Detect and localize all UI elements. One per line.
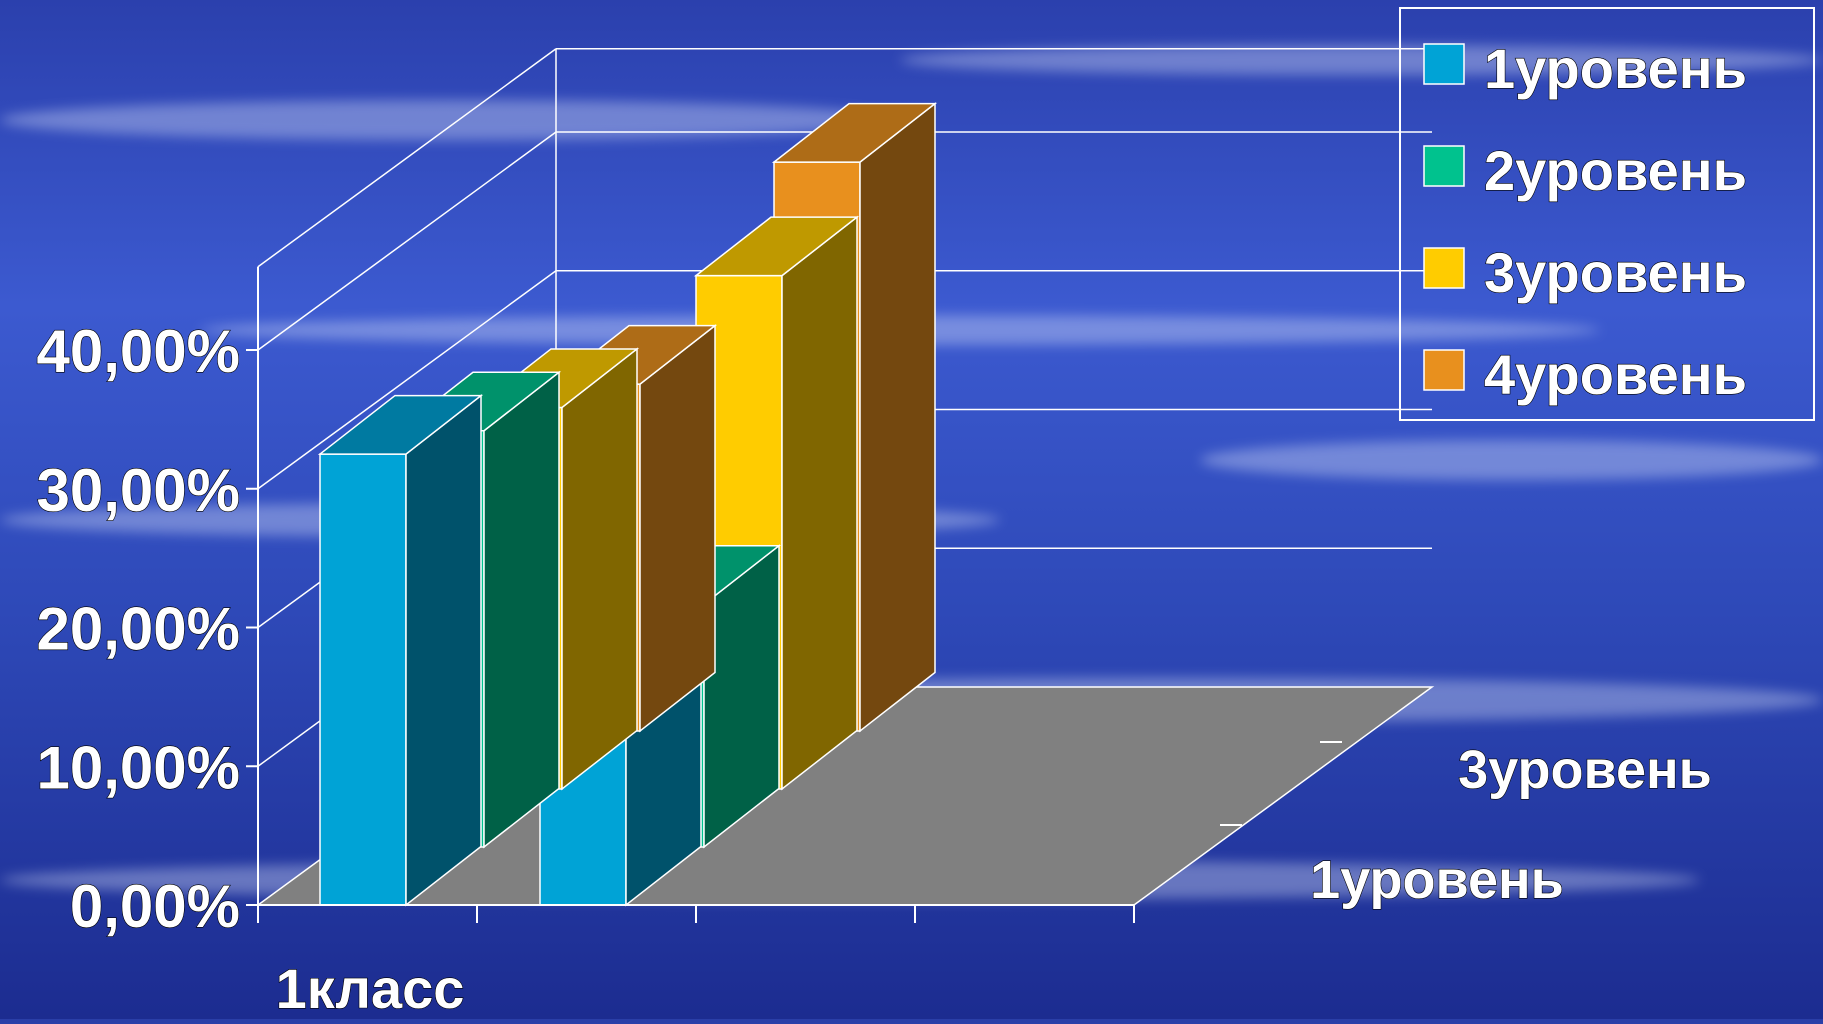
- y-tick-label: 20,00%: [37, 596, 241, 663]
- legend-box: [1399, 7, 1815, 421]
- legend-swatch: [1423, 145, 1465, 187]
- legend-swatch: [1423, 43, 1465, 85]
- bar-side: [639, 324, 716, 733]
- bar-top: [317, 394, 484, 455]
- y-tick-label: 10,00%: [37, 734, 241, 801]
- legend-label: 1уровень: [1484, 37, 1747, 100]
- depth-label: 3уровень: [1458, 740, 1712, 800]
- y-tick-label: 40,00%: [37, 318, 241, 385]
- depth-label: 1уровень: [1310, 850, 1564, 910]
- x-category-label: 1класс: [276, 957, 465, 1019]
- side-gridline: [257, 270, 557, 490]
- bar-side: [405, 394, 482, 907]
- side-top-edge: [257, 48, 557, 268]
- bar-side: [781, 215, 858, 791]
- y-tick-label: 0,00%: [70, 873, 240, 940]
- bar-side: [561, 347, 638, 791]
- bar-top: [693, 216, 860, 277]
- cloud-streak: [1200, 440, 1823, 480]
- legend-swatch: [1423, 247, 1465, 289]
- bar-side: [859, 102, 936, 733]
- legend-swatch: [1423, 349, 1465, 391]
- bar-top: [771, 102, 938, 163]
- legend-label: 3уровень: [1484, 241, 1747, 304]
- bar-front: [319, 453, 407, 906]
- cloud-streak: [900, 45, 1823, 75]
- cloud-streak: [0, 100, 900, 140]
- bar-side: [483, 370, 560, 849]
- y-tick-label: 30,00%: [37, 457, 241, 524]
- legend-label: 4уровень: [1484, 343, 1747, 406]
- legend-label: 2уровень: [1484, 139, 1747, 202]
- side-gridline: [257, 131, 557, 351]
